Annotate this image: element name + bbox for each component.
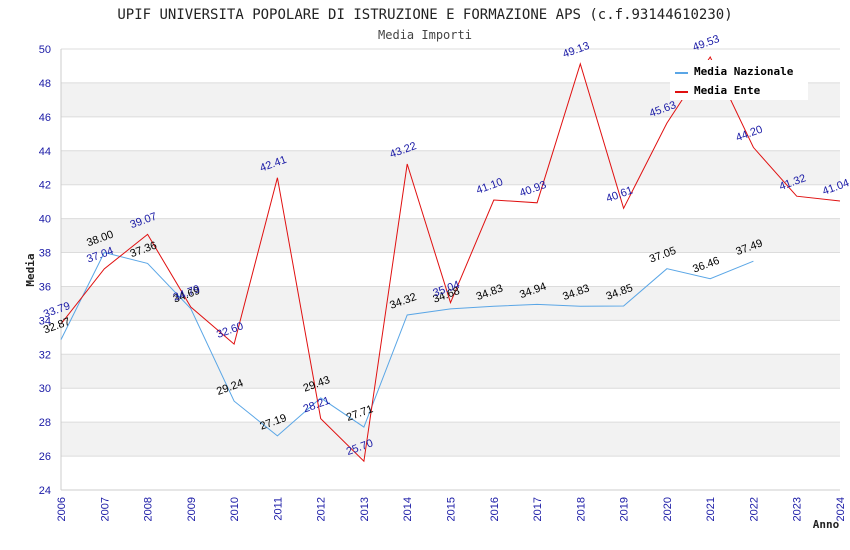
x-tick-label: 2018 (575, 497, 587, 521)
data-label: 49.13 (561, 40, 591, 61)
plot-band (61, 150, 840, 185)
x-tick-label: 2019 (619, 497, 631, 521)
x-tick-label: 2007 (99, 497, 111, 521)
y-tick-label: 38 (39, 248, 51, 260)
plot-band (61, 218, 840, 253)
axes (60, 49, 840, 491)
series-line-0 (60, 251, 754, 437)
data-label: 27.71 (345, 403, 375, 424)
x-tick-label: 2010 (229, 497, 241, 521)
y-tick-label: 32 (39, 349, 51, 361)
x-tick-label: 2021 (705, 497, 717, 521)
y-axis-label: Media (24, 253, 37, 286)
y-tick-label: 40 (39, 214, 51, 226)
plot-band (61, 354, 840, 389)
x-tick-label: 2023 (792, 497, 804, 521)
x-tick-label: 2014 (402, 497, 414, 521)
x-tick-label: 2012 (316, 497, 328, 521)
legend-label-media-ente: Media Ente (694, 84, 761, 97)
x-tick-label: 2020 (662, 497, 674, 521)
data-label: 36.46 (691, 255, 721, 276)
x-tick-label: 2011 (272, 497, 284, 521)
plot-bands (61, 82, 840, 457)
chart-title: UPIF UNIVERSITA POPOLARE DI ISTRUZIONE E… (117, 7, 732, 23)
x-tick-label: 2022 (748, 497, 760, 521)
series-line-1 (60, 55, 841, 463)
data-label: 40.61 (605, 184, 635, 205)
x-axis-ticks: 2006 2007 2008 2009 2010 2011 2012 2013 2014 2015… (56, 497, 847, 521)
y-tick-label: 26 (39, 451, 51, 463)
y-tick-label: 42 (39, 180, 51, 192)
y-tick-label: 46 (39, 112, 51, 124)
chart-subtitle: Media Importi (378, 28, 472, 42)
legend-box (670, 60, 808, 100)
y-tick-label: 44 (39, 146, 51, 158)
y-tick-label: 34 (39, 315, 51, 327)
y-tick-label: 36 (39, 281, 51, 293)
x-tick-label: 2016 (489, 497, 501, 521)
y-tick-label: 48 (39, 78, 51, 90)
y-tick-label: 28 (39, 417, 51, 429)
data-label: 28.21 (302, 395, 332, 416)
x-tick-label: 2024 (835, 497, 847, 521)
series-lines (60, 55, 841, 463)
data-label: 44.20 (734, 124, 764, 145)
x-axis-label: Anno (813, 518, 840, 531)
legend-label-media-nazionale: Media Nazionale (694, 65, 794, 78)
x-tick-label: 2008 (143, 497, 155, 521)
x-tick-label: 2013 (359, 497, 371, 521)
y-axis-ticks: 24 26 28 30 32 34 36 38 40 42 44 46 48 50 (39, 44, 51, 497)
y-tick-label: 30 (39, 383, 51, 395)
plot-band (61, 422, 840, 457)
x-tick-label: 2015 (446, 497, 458, 521)
x-tick-label: 2017 (532, 497, 544, 521)
gridlines (61, 48, 840, 457)
y-tick-label: 50 (39, 44, 51, 56)
x-tick-label: 2006 (56, 497, 68, 521)
legend: Media Nazionale Media Ente (670, 60, 808, 100)
data-label: 49.53 (691, 33, 721, 54)
x-tick-label: 2009 (186, 497, 198, 521)
data-label: 32.60 (215, 320, 245, 341)
y-tick-label: 24 (39, 485, 51, 497)
